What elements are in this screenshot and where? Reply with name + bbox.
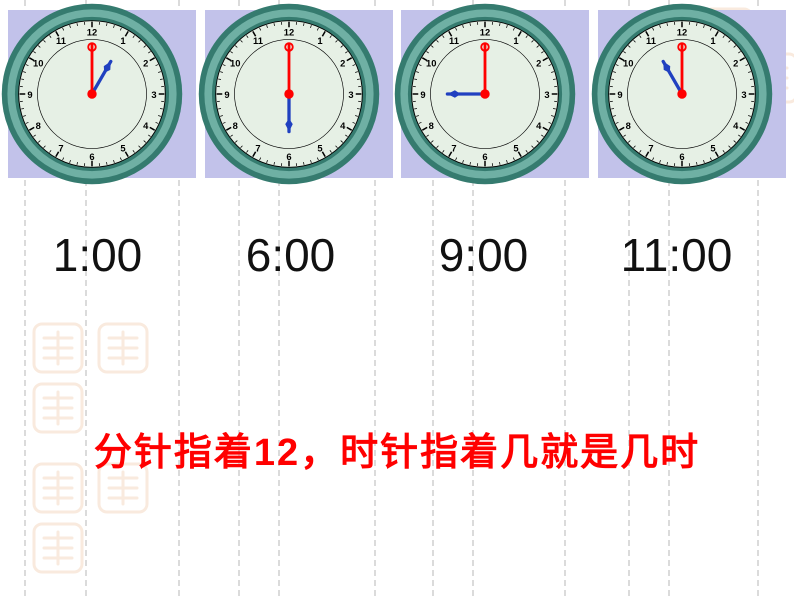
clock-cell: 123456789101112	[598, 10, 786, 178]
svg-text:6: 6	[483, 151, 488, 162]
svg-text:5: 5	[120, 142, 125, 153]
svg-text:12: 12	[87, 27, 97, 38]
svg-text:2: 2	[733, 58, 738, 69]
svg-text:8: 8	[36, 120, 41, 131]
svg-text:7: 7	[452, 142, 457, 153]
svg-text:12: 12	[480, 27, 490, 38]
svg-text:11: 11	[253, 35, 263, 46]
svg-text:5: 5	[514, 142, 519, 153]
svg-text:4: 4	[733, 120, 739, 131]
clock-cell: 123456789101112	[401, 10, 589, 178]
svg-text:3: 3	[151, 89, 156, 100]
svg-text:2: 2	[340, 58, 345, 69]
svg-text:1: 1	[710, 35, 715, 46]
clock-face: 123456789101112	[588, 0, 776, 188]
svg-text:4: 4	[340, 120, 346, 131]
svg-text:8: 8	[626, 120, 631, 131]
seal-stamp-icon	[95, 320, 151, 376]
svg-text:6: 6	[679, 151, 684, 162]
svg-text:9: 9	[421, 89, 426, 100]
time-label: 9:00	[396, 228, 571, 282]
svg-text:6: 6	[286, 151, 291, 162]
svg-text:9: 9	[224, 89, 229, 100]
svg-text:11: 11	[449, 35, 459, 46]
clocks-row: 1234567891011121234567891011121234567891…	[0, 0, 794, 178]
clock-face: 123456789101112	[195, 0, 383, 188]
clock-cell: 123456789101112	[205, 10, 393, 178]
svg-text:10: 10	[33, 58, 43, 69]
time-label: 6:00	[203, 228, 378, 282]
seal-stamp-icon	[30, 320, 86, 376]
svg-text:1: 1	[317, 35, 322, 46]
times-row: 1:00 6:00 9:00 11:00	[0, 178, 794, 282]
svg-text:11: 11	[646, 35, 656, 46]
svg-text:7: 7	[255, 142, 260, 153]
svg-text:4: 4	[143, 120, 149, 131]
svg-text:3: 3	[348, 89, 353, 100]
svg-text:8: 8	[232, 120, 237, 131]
clock-face: 123456789101112	[0, 0, 186, 188]
svg-text:2: 2	[536, 58, 541, 69]
svg-text:10: 10	[623, 58, 633, 69]
svg-text:11: 11	[56, 35, 66, 46]
svg-text:10: 10	[230, 58, 240, 69]
clock-cell: 123456789101112	[8, 10, 196, 178]
footer-instruction: 分针指着12，时针指着几就是几时	[0, 421, 794, 476]
time-label: 11:00	[589, 228, 764, 282]
svg-text:9: 9	[617, 89, 622, 100]
svg-text:9: 9	[27, 89, 32, 100]
svg-text:3: 3	[545, 89, 550, 100]
clock-face: 123456789101112	[391, 0, 579, 188]
svg-text:12: 12	[283, 27, 293, 38]
svg-text:3: 3	[741, 89, 746, 100]
svg-text:7: 7	[648, 142, 653, 153]
seal-stamp-icon	[30, 520, 86, 576]
svg-text:1: 1	[120, 35, 125, 46]
time-label: 1:00	[10, 228, 185, 282]
svg-text:7: 7	[58, 142, 63, 153]
svg-text:1: 1	[514, 35, 519, 46]
svg-text:5: 5	[317, 142, 322, 153]
svg-text:6: 6	[89, 151, 94, 162]
svg-text:2: 2	[143, 58, 148, 69]
svg-text:10: 10	[426, 58, 436, 69]
svg-text:5: 5	[710, 142, 715, 153]
svg-text:4: 4	[536, 120, 542, 131]
svg-text:8: 8	[429, 120, 434, 131]
svg-text:12: 12	[677, 27, 687, 38]
